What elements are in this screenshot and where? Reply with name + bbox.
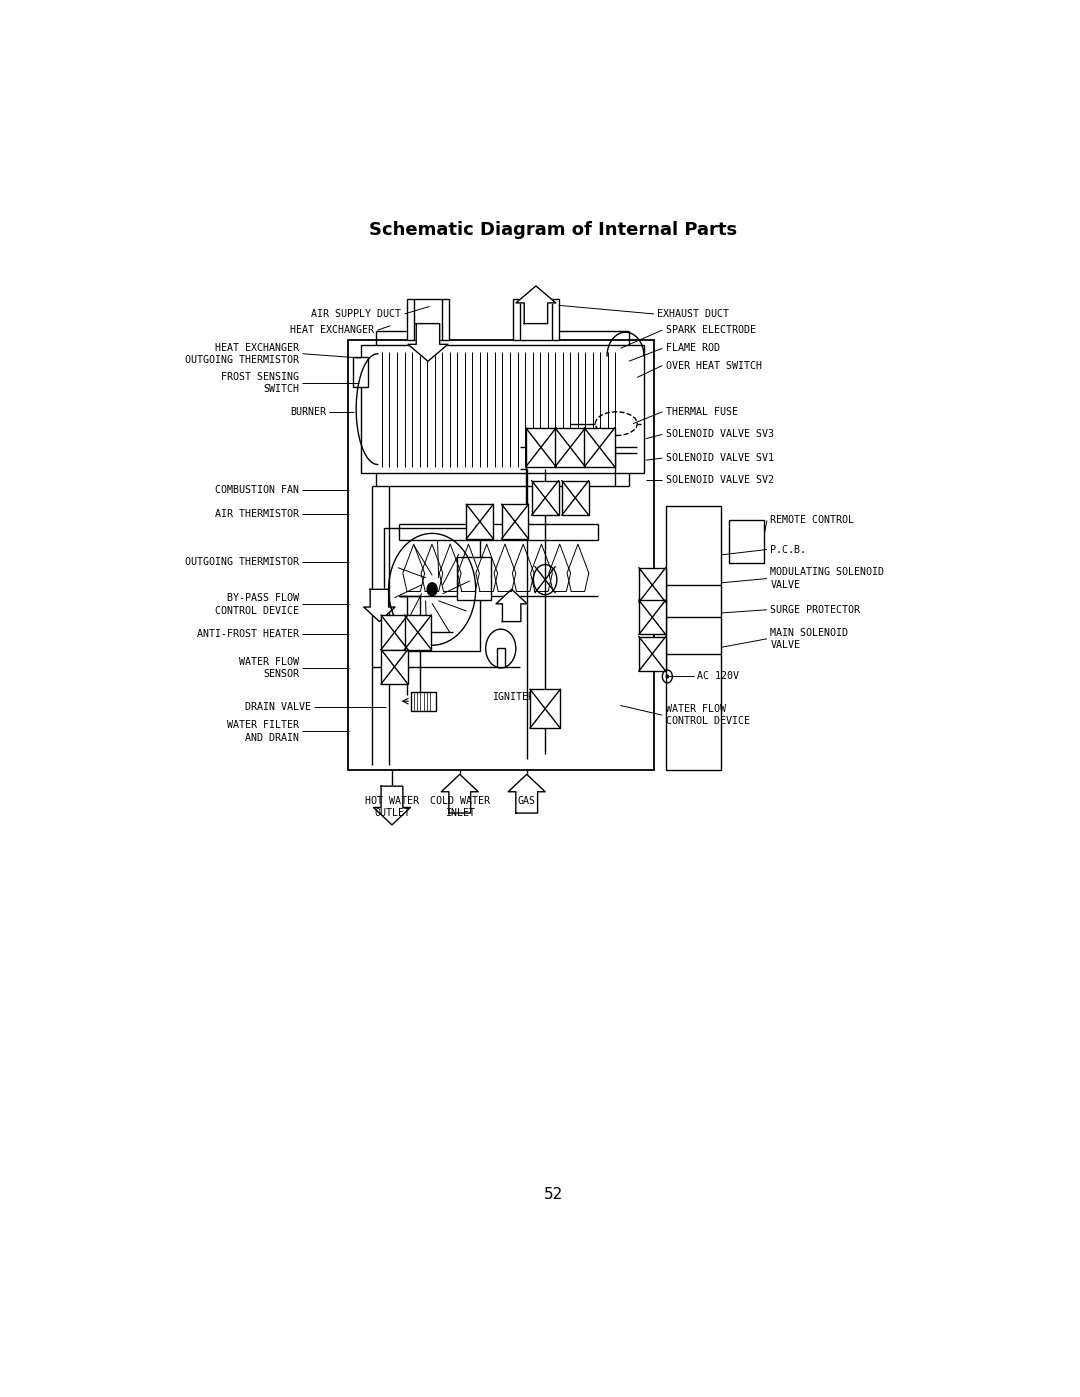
Text: REMOTE CONTROL: REMOTE CONTROL	[770, 515, 854, 525]
Bar	[497, 648, 505, 666]
Text: MODULATING SOLENOID
VALVE: MODULATING SOLENOID VALVE	[770, 567, 885, 590]
Polygon shape	[408, 324, 448, 362]
Text: P.C.B.: P.C.B.	[770, 545, 807, 555]
Bar	[666, 507, 721, 770]
Polygon shape	[509, 774, 545, 813]
Bar	[526, 427, 556, 467]
Text: MAIN SOLENOID
VALVE: MAIN SOLENOID VALVE	[770, 627, 848, 650]
Bar	[729, 521, 765, 563]
Bar	[349, 339, 654, 770]
Text: FROST SENSING
SWITCH: FROST SENSING SWITCH	[221, 372, 299, 394]
Polygon shape	[516, 286, 556, 324]
Text: FLAME ROD: FLAME ROD	[665, 344, 719, 353]
Bar	[639, 567, 665, 602]
Bar	[531, 481, 558, 515]
Bar	[407, 299, 449, 339]
Text: BY-PASS FLOW
CONTROL DEVICE: BY-PASS FLOW CONTROL DEVICE	[215, 594, 299, 616]
Text: EXHAUST DUCT: EXHAUST DUCT	[658, 309, 729, 319]
Text: AC 120V: AC 120V	[698, 672, 740, 682]
Polygon shape	[364, 590, 395, 622]
Bar	[555, 427, 585, 467]
Text: COMBUSTION FAN: COMBUSTION FAN	[215, 485, 299, 496]
Polygon shape	[442, 774, 478, 813]
Bar	[639, 601, 665, 634]
Bar	[457, 557, 490, 601]
Text: OVER HEAT SWITCH: OVER HEAT SWITCH	[665, 360, 761, 370]
Text: AIR SUPPLY DUCT: AIR SUPPLY DUCT	[311, 309, 401, 319]
Text: SOLENOID VALVE SV1: SOLENOID VALVE SV1	[665, 453, 773, 462]
Circle shape	[665, 675, 669, 679]
Text: IGNITER: IGNITER	[492, 692, 535, 701]
Text: SPARK ELECTRODE: SPARK ELECTRODE	[665, 326, 756, 335]
Polygon shape	[496, 590, 527, 622]
Text: WATER FLOW
CONTROL DEVICE: WATER FLOW CONTROL DEVICE	[665, 704, 750, 726]
Bar	[562, 481, 589, 515]
Bar	[381, 650, 408, 685]
Text: HEAT EXCHANGER
OUTGOING THERMISTOR: HEAT EXCHANGER OUTGOING THERMISTOR	[185, 342, 299, 365]
Bar	[411, 692, 436, 711]
Text: WATER FLOW
SENSOR: WATER FLOW SENSOR	[239, 657, 299, 679]
Bar	[639, 637, 665, 671]
Text: DRAIN VALVE: DRAIN VALVE	[245, 701, 311, 711]
Bar	[513, 299, 558, 339]
Bar	[405, 615, 431, 650]
Bar	[501, 504, 528, 539]
Text: HEAT EXCHANGER: HEAT EXCHANGER	[291, 326, 375, 335]
Text: BURNER: BURNER	[289, 407, 326, 416]
Bar	[361, 345, 644, 474]
Text: ANTI-FROST HEATER: ANTI-FROST HEATER	[197, 630, 299, 640]
Text: GAS: GAS	[517, 796, 536, 806]
Text: SURGE PROTECTOR: SURGE PROTECTOR	[770, 605, 861, 615]
Polygon shape	[374, 787, 410, 824]
Text: HOT WATER
OUTLET: HOT WATER OUTLET	[365, 796, 419, 819]
Text: WATER FILTER
AND DRAIN: WATER FILTER AND DRAIN	[227, 719, 299, 742]
Bar	[384, 528, 480, 651]
Text: 52: 52	[544, 1187, 563, 1203]
Text: SOLENOID VALVE SV3: SOLENOID VALVE SV3	[665, 429, 773, 440]
Bar	[530, 689, 561, 728]
Text: OUTGOING THERMISTOR: OUTGOING THERMISTOR	[185, 557, 299, 567]
Bar	[584, 427, 615, 467]
Bar	[352, 358, 367, 387]
Text: AIR THERMISTOR: AIR THERMISTOR	[215, 509, 299, 520]
Text: THERMAL FUSE: THERMAL FUSE	[665, 407, 738, 416]
Circle shape	[427, 583, 437, 595]
Text: COLD WATER
INLET: COLD WATER INLET	[430, 796, 489, 819]
Text: Schematic Diagram of Internal Parts: Schematic Diagram of Internal Parts	[369, 221, 738, 239]
Bar	[467, 504, 494, 539]
Bar	[381, 615, 408, 650]
Text: SOLENOID VALVE SV2: SOLENOID VALVE SV2	[665, 475, 773, 485]
